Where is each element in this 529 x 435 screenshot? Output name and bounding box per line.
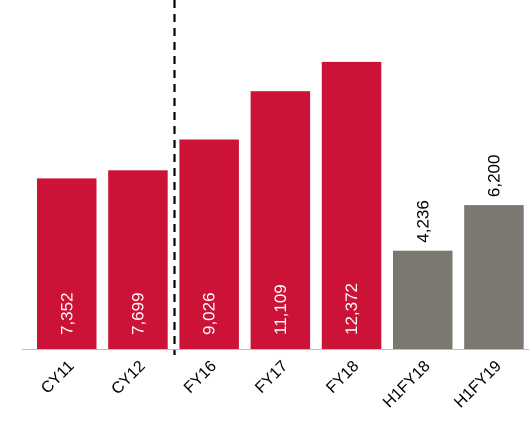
bar-cy11 [37, 178, 97, 349]
value-labels-group: 7,352 7,699 9,026 11,109 12,372 4,236 6,200 [57, 155, 503, 335]
x-tick-label-h1fy19: H1FY19 [451, 358, 505, 412]
bars-group [37, 61, 524, 350]
x-tick-label-cy11: CY11 [38, 358, 78, 398]
value-label-fy16: 9,026 [200, 292, 219, 335]
bar-cy12 [108, 170, 168, 349]
x-tick-label-fy18: FY18 [323, 358, 362, 397]
x-tick-label-h1fy18: H1FY18 [380, 358, 434, 412]
value-label-fy17: 11,109 [271, 284, 290, 335]
x-tick-label-cy12: CY12 [108, 358, 148, 398]
x-tick-label-fy17: FY17 [252, 358, 291, 397]
bar-h1fy19 [464, 205, 524, 349]
bar-fy17 [250, 91, 311, 349]
value-label-cy12: 7,699 [128, 292, 147, 335]
x-tick-label-fy16: FY16 [181, 358, 220, 397]
value-label-h1fy18: 4,236 [413, 200, 432, 243]
x-tick-labels-group: CY11 CY12 FY16 FY17 FY18 H1FY18 H1FY19 [38, 358, 505, 412]
value-label-cy11: 7,352 [57, 292, 76, 335]
value-label-h1fy19: 6,200 [485, 155, 504, 198]
bar-h1fy18 [393, 250, 453, 349]
bar-fy18 [321, 61, 382, 350]
value-label-fy18: 12,372 [342, 283, 361, 335]
bar-fy16 [179, 139, 239, 349]
